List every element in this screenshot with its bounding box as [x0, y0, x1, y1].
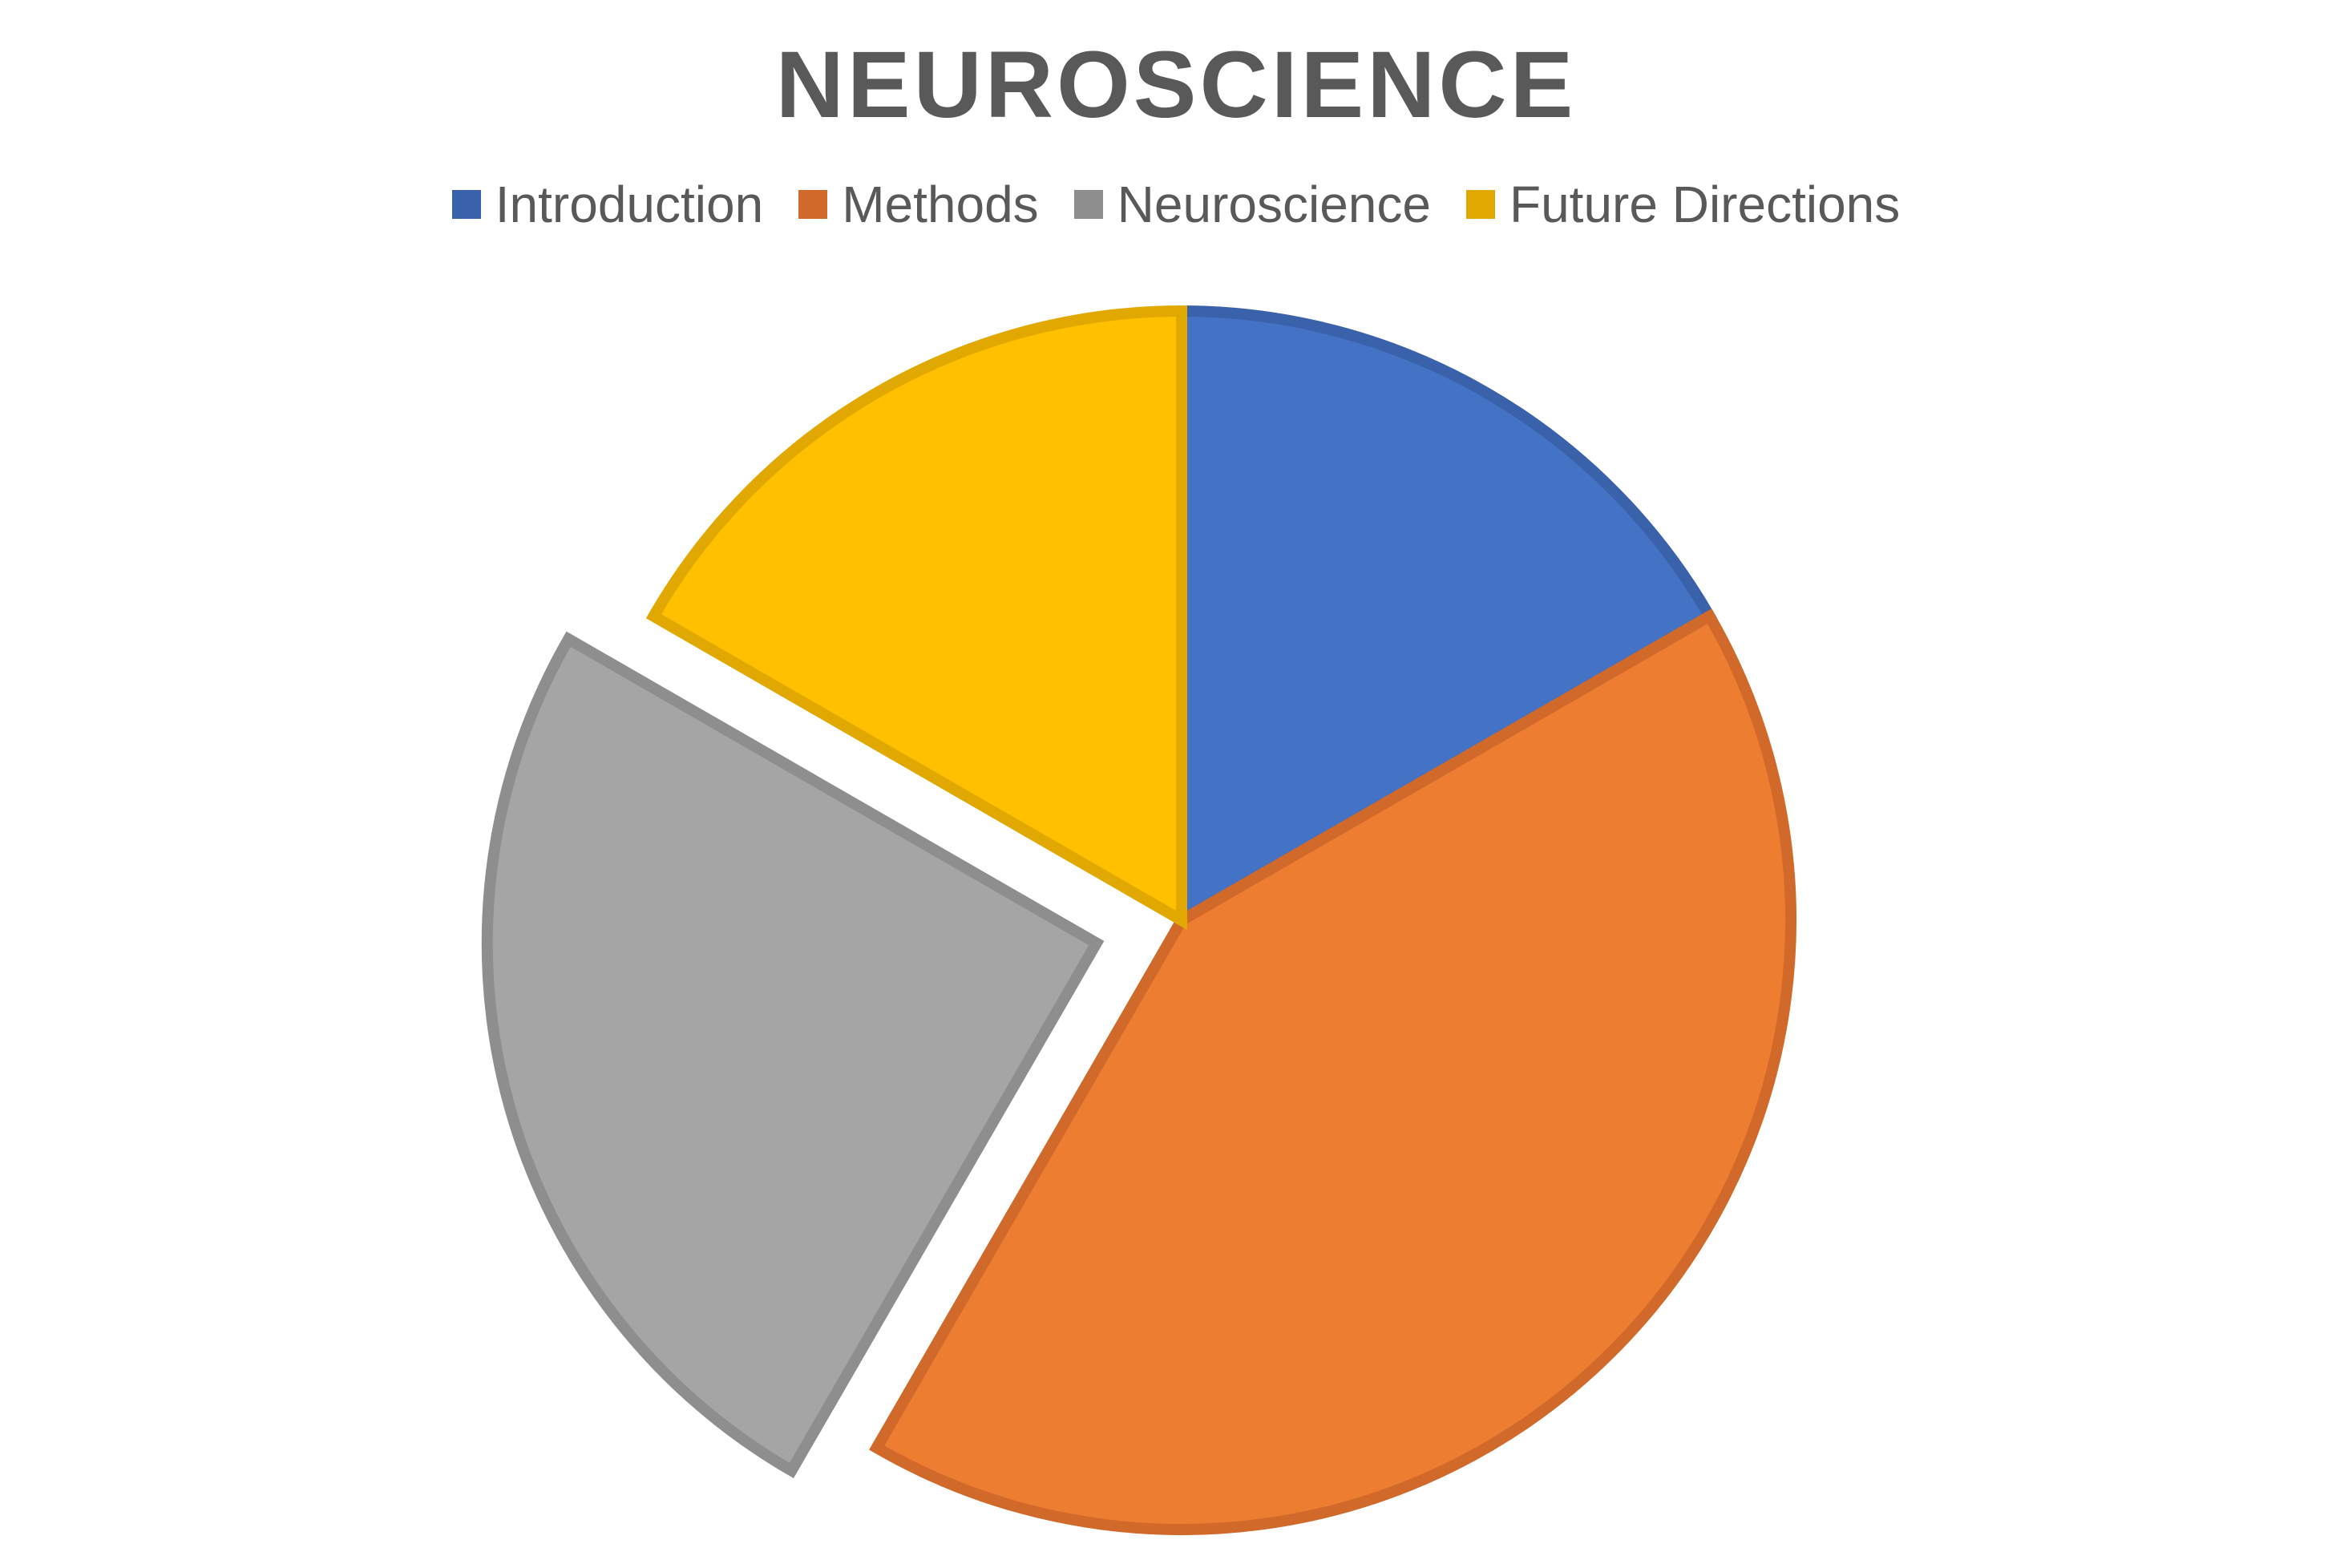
legend-item-neuroscience: Neuroscience	[1073, 175, 1431, 234]
chart-title: NEUROSCIENCE	[775, 32, 1577, 138]
pie-slice-future-directions	[645, 305, 1187, 931]
legend: Introduction Methods Neuroscience Future…	[0, 175, 2352, 234]
legend-item-future-directions: Future Directions	[1465, 175, 1901, 234]
legend-label-neuroscience: Neuroscience	[1117, 176, 1431, 233]
legend-swatch-methods	[798, 190, 828, 219]
legend-item-methods: Methods	[798, 175, 1039, 234]
legend-swatch-future-directions	[1465, 190, 1495, 219]
legend-label-methods: Methods	[842, 176, 1039, 233]
pie-slice-methods	[869, 608, 1796, 1535]
legend-label-future-directions: Future Directions	[1509, 176, 1901, 233]
legend-swatch-introduction	[451, 190, 481, 219]
legend-item-introduction: Introduction	[451, 175, 764, 234]
legend-label-introduction: Introduction	[495, 176, 764, 233]
legend-swatch-neuroscience	[1073, 190, 1103, 219]
pie-slice-neuroscience	[481, 631, 1105, 1479]
pie-slice-introduction	[1176, 305, 1718, 931]
